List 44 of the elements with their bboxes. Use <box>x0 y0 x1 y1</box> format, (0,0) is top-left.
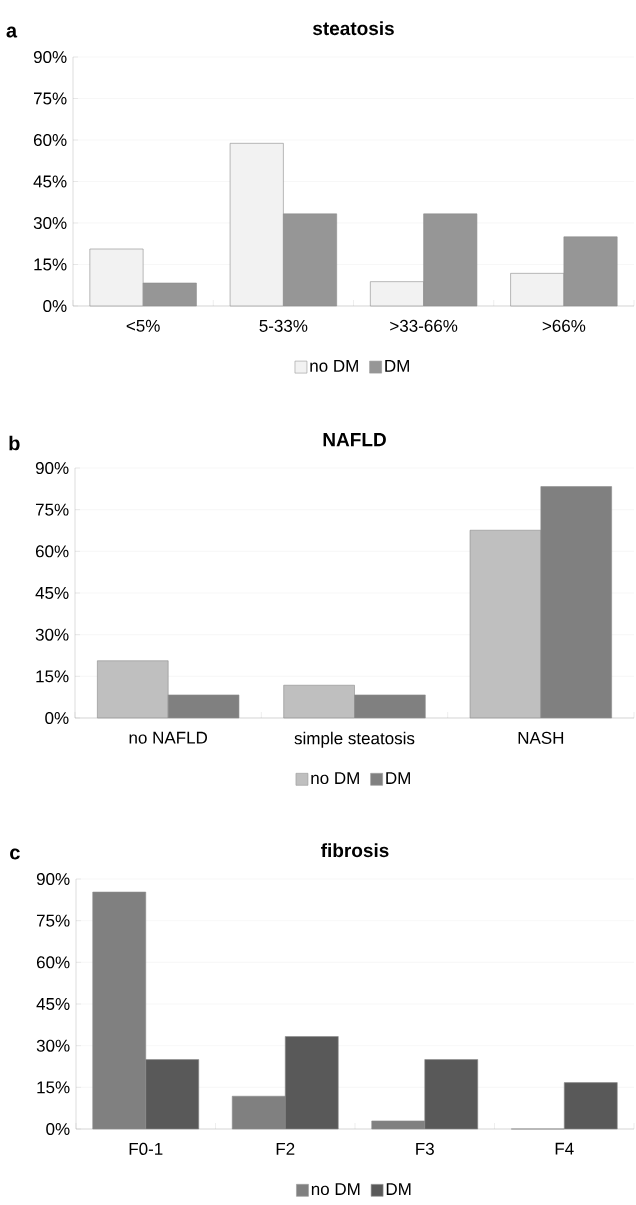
legend-label: no DM <box>310 359 358 372</box>
y-tick-label: 60% <box>35 545 69 558</box>
y-tick-label: 90% <box>35 461 69 475</box>
y-tick-label: 0% <box>45 711 69 725</box>
x-tick-label: F2 <box>276 1142 295 1155</box>
x-tick-label: simple steatosis <box>294 731 415 748</box>
y-tick-label: 0% <box>46 1122 70 1136</box>
y-tick-label: 30% <box>35 628 69 641</box>
y-tick-label: 60% <box>33 133 67 147</box>
text: c <box>10 848 20 860</box>
y-tick-label: 15% <box>34 258 67 271</box>
y-tick-label: 90% <box>33 50 67 64</box>
x-tick-label: 5-33% <box>259 319 308 332</box>
chart-title: steatosis <box>312 21 394 36</box>
y-tick-label: 30% <box>36 1039 70 1052</box>
y-tick-label: 0% <box>43 299 67 313</box>
y-tick-label: 45% <box>35 587 69 599</box>
x-tick-label: >33-66% <box>390 319 458 332</box>
text: a <box>6 26 18 38</box>
x-tick-label: NASH <box>518 731 564 744</box>
legend-label: DM <box>385 359 409 372</box>
legend-label: no DM <box>311 1183 360 1196</box>
chart-title: NAFLD <box>323 433 386 447</box>
x-tick-label: F4 <box>555 1142 574 1155</box>
legend-label: DM <box>386 772 410 784</box>
x-tick-label: >66% <box>542 319 586 332</box>
y-tick-label: 30% <box>33 216 67 230</box>
y-tick-label: 45% <box>33 175 67 188</box>
x-tick-label: F3 <box>416 1142 434 1155</box>
x-tick-label: F0-1 <box>129 1142 163 1155</box>
legend-label: DM <box>386 1183 411 1195</box>
y-tick-label: 60% <box>36 956 70 969</box>
y-tick-label: 45% <box>36 998 70 1010</box>
y-tick-label: 75% <box>35 503 69 516</box>
y-tick-label: 90% <box>36 872 70 886</box>
chart-title: fibrosis <box>321 843 389 858</box>
x-tick-label: <5% <box>126 319 160 332</box>
x-tick-label: no NAFLD <box>129 731 208 744</box>
y-tick-label: 75% <box>33 92 67 105</box>
legend-label: no DM <box>311 772 359 785</box>
y-tick-label: 75% <box>36 914 70 927</box>
y-tick-label: 15% <box>36 670 69 683</box>
y-tick-label: 15% <box>37 1081 70 1094</box>
text: b <box>9 435 20 451</box>
